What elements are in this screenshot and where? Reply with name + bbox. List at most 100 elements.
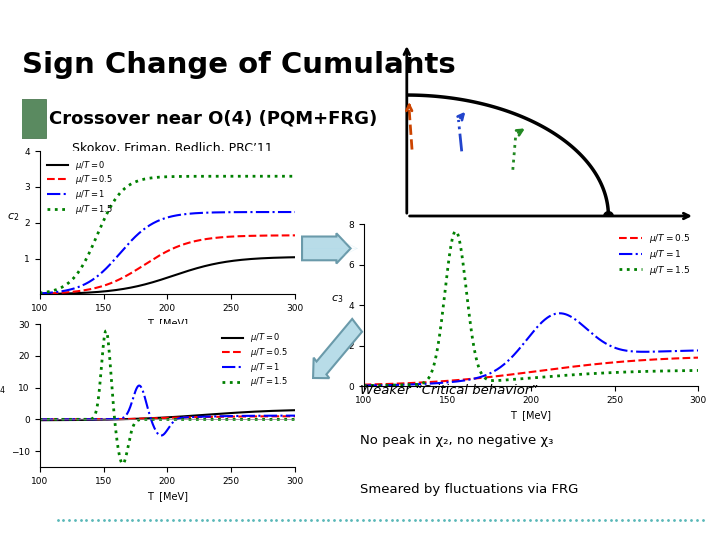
$\mu/T=1$ [559,310,568,317]
$\mu/T=0.5$ [694,354,703,361]
$\mu/T=0.5$ [284,232,293,239]
Text: No peak in χ₂, no negative χ₃: No peak in χ₂, no negative χ₃ [360,434,554,447]
$\mu/T=0$ [284,407,293,414]
$\mu/T=1$ [359,382,368,389]
FancyArrow shape [302,233,351,264]
$\mu/T=0$ [158,276,167,282]
$\mu/T=1.5$ [694,367,703,374]
$\mu/T=1.5$ [634,368,643,375]
$\mu/T=1.5$ [291,173,300,179]
Line: $\mu/T=1$: $\mu/T=1$ [364,313,698,386]
$\mu/T=1$ [245,209,253,215]
$\mu/T=0.5$ [157,415,166,421]
Text: Sign Change of Cumulants: Sign Change of Cumulants [22,51,455,79]
$\mu/T=0.5$ [174,243,182,249]
$\mu/T=0$ [158,414,167,421]
$\mu/T=0$ [35,291,44,297]
Y-axis label: $c_4$: $c_4$ [0,384,6,395]
$\mu/T=1$ [189,414,197,420]
$\mu/T=1$ [175,415,184,422]
$\mu/T=1.5$ [245,173,253,179]
$\mu/T=0.5$ [634,357,642,364]
$\mu/T=1.5$ [102,328,110,334]
$\mu/T=1$ [694,347,703,354]
$\mu/T=1$ [187,210,196,217]
Text: Skokov, Friman, Redlich, PRC’11: Skokov, Friman, Redlich, PRC’11 [72,142,273,155]
$\mu/T=1$ [291,413,300,419]
$\mu/T=1$ [541,316,549,323]
X-axis label: T  [MeV]: T [MeV] [510,410,552,420]
$\mu/T=0$ [245,409,253,415]
$\mu/T=0$ [187,413,196,419]
$\mu/T=1$ [291,209,300,215]
$\mu/T=1.5$ [118,461,127,467]
$\mu/T=0.5$ [521,369,529,376]
Text: Jan 20, 2016: Jan 20, 2016 [7,525,73,536]
$\mu/T=1.5$ [35,416,44,423]
$\mu/T=0.5$ [187,239,196,245]
Text: Crossover near O(4) (PQM+FRG): Crossover near O(4) (PQM+FRG) [49,110,377,128]
Legend: $\mu/T=0.5$, $\mu/T=1$, $\mu/T=1.5$: $\mu/T=0.5$, $\mu/T=1$, $\mu/T=1.5$ [616,228,694,280]
$\mu/T=1.5$ [187,173,196,180]
$\mu/T=1$ [157,433,166,439]
$\mu/T=1.5$ [189,416,197,423]
$\mu/T=1$ [634,348,643,355]
Text: Weaker “Critical behavior”: Weaker “Critical behavior” [360,384,537,397]
$\mu/T=0$ [187,266,196,273]
Text: Kenji Morita (YITP, Kyoto): Kenji Morita (YITP, Kyoto) [9,11,200,24]
$\mu/T=0.5$ [35,291,44,297]
Legend: $\mu/T=0$, $\mu/T=0.5$, $\mu/T=1$, $\mu/T=1.5$: $\mu/T=0$, $\mu/T=0.5$, $\mu/T=1$, $\mu/… [44,156,116,219]
$\mu/T=0.5$ [245,233,253,239]
$\mu/T=1.5$ [559,372,568,379]
$\mu/T=0.5$ [291,232,300,239]
$\mu/T=1.5$ [157,174,166,180]
FancyBboxPatch shape [17,99,46,138]
$\mu/T=0.5$ [158,415,167,421]
$\mu/T=1.5$ [286,416,294,423]
$\mu/T=1.5$ [175,416,184,423]
$\mu/T=0$ [291,407,300,414]
$\mu/T=1$ [521,339,529,346]
$\mu/T=0.5$ [187,414,196,421]
X-axis label: T  [MeV]: T [MeV] [147,319,188,328]
$\mu/T=1$ [158,432,166,438]
Y-axis label: $c_3$: $c_3$ [330,293,343,305]
$\mu/T=0.5$ [174,414,182,421]
Line: $\mu/T=0$: $\mu/T=0$ [40,257,295,294]
Line: $\mu/T=1$: $\mu/T=1$ [40,386,295,436]
$\mu/T=1.5$ [159,416,168,423]
$\mu/T=1.5$ [158,174,167,180]
$\mu/T=1$ [284,209,293,215]
Line: $\mu/T=0$: $\mu/T=0$ [40,410,295,420]
$\mu/T=0$ [245,256,253,262]
$\mu/T=0$ [174,271,182,278]
$\mu/T=1.5$ [687,367,696,374]
Line: $\mu/T=1.5$: $\mu/T=1.5$ [364,231,698,386]
$\mu/T=0.5$ [245,413,253,420]
Text: 11: 11 [700,525,713,536]
$\mu/T=1$ [157,217,166,223]
$\mu/T=1$ [286,413,294,419]
Text: Reimei Workshop at J-PARC: Reimei Workshop at J-PARC [289,525,431,536]
$\mu/T=1.5$ [246,416,254,423]
$\mu/T=1.5$ [35,290,44,296]
$\mu/T=1.5$ [451,228,460,234]
Line: $\mu/T=0.5$: $\mu/T=0.5$ [40,235,295,294]
$\mu/T=1$ [159,431,168,438]
$\mu/T=0.5$ [291,413,300,420]
$\mu/T=1$ [687,347,696,354]
FancyArrow shape [313,319,362,378]
$\mu/T=1.5$ [521,375,530,382]
$\mu/T=1.5$ [284,173,293,179]
$\mu/T=0.5$ [541,367,549,374]
$\mu/T=1.5$ [519,375,528,382]
$\mu/T=1$ [135,382,143,389]
$\mu/T=0$ [284,254,293,261]
$\mu/T=1$ [246,413,254,419]
$\mu/T=1.5$ [541,374,550,380]
Line: $\mu/T=1.5$: $\mu/T=1.5$ [40,331,295,464]
$\mu/T=1.5$ [174,173,182,180]
$\mu/T=0$ [291,254,300,260]
$\mu/T=0.5$ [518,370,527,376]
$\mu/T=0.5$ [284,413,293,420]
